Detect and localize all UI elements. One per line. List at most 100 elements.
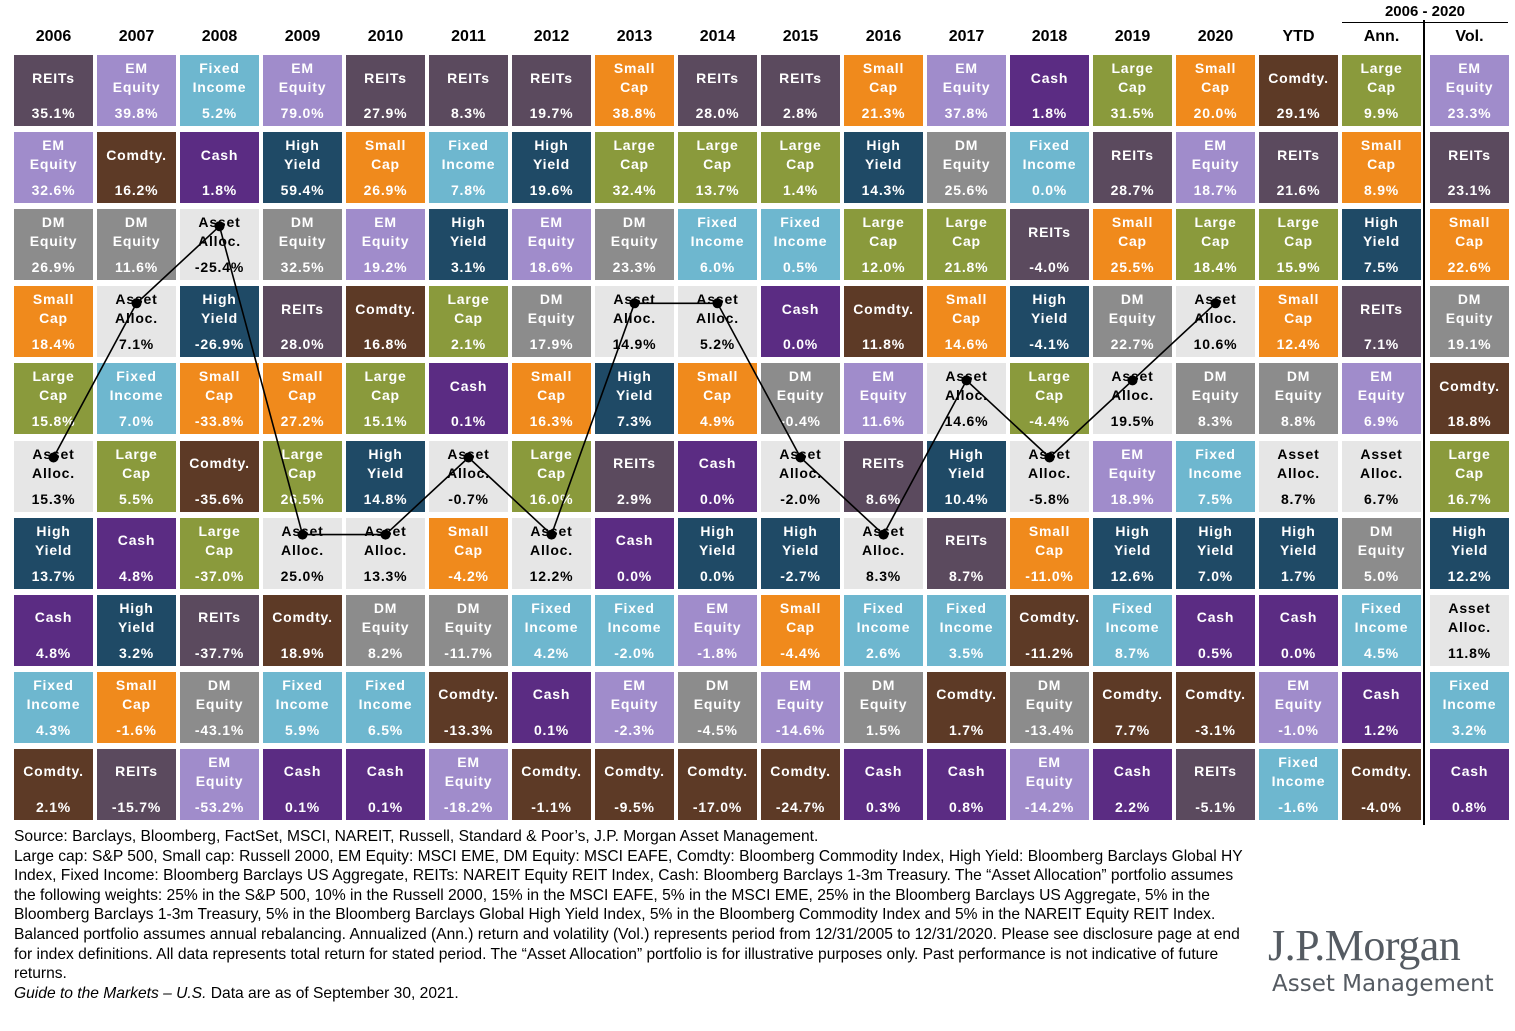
cell-2014-cash: Cash 0.0% [678, 440, 757, 512]
cell-asset-label: Comdty. [604, 763, 665, 780]
cell-return-value: 3.2% [1451, 721, 1488, 738]
guide-title: Guide to the Markets – U.S. [14, 984, 207, 1002]
cell-2015-cash: Cash 0.0% [761, 286, 840, 358]
cell-2011-large-cap: Large Cap 2.1% [429, 286, 508, 358]
cell-YTD-asset-alloc: Asset Alloc. 8.7% [1259, 440, 1338, 512]
cell-2019-em-equity: EM Equity 18.9% [1093, 440, 1172, 512]
cell-2008-dm-equity: DM Equity -43.1% [180, 671, 259, 743]
footnote-body: Large cap: S&P 500, Small cap: Russell 2… [14, 847, 1243, 983]
cell-2020-reits: REITs -5.1% [1176, 748, 1255, 820]
cell-2017-comdty: Comdty. 1.7% [927, 671, 1006, 743]
cell-asset-label: REITs [1194, 763, 1237, 780]
cell-return-value: 4.5% [1363, 644, 1400, 661]
cell-return-value: 6.0% [699, 259, 736, 276]
cell-2020-high-yield: High Yield 7.0% [1176, 517, 1255, 589]
cell-asset-label: Asset Alloc. [447, 445, 490, 481]
cell-2020-large-cap: Large Cap 18.4% [1176, 209, 1255, 281]
cell-asset-label: Comdty. [770, 763, 831, 780]
cell-return-value: 38.8% [612, 105, 657, 121]
cell-return-value: 7.3% [616, 413, 653, 430]
cell-asset-label: Comdty. [687, 763, 748, 780]
cell-2017-dm-equity: DM Equity 25.6% [927, 132, 1006, 204]
cell-return-value: 5.0% [1363, 567, 1400, 584]
cell-return-value: 18.7% [1193, 182, 1238, 199]
cell-2013-cash: Cash 0.0% [595, 517, 674, 589]
cell-asset-label: Comdty. [1439, 377, 1500, 394]
cell-return-value: 32.5% [280, 259, 325, 276]
cell-return-value: 26.9% [363, 182, 408, 199]
footnote: Source: Barclays, Bloomberg, FactSet, MS… [14, 827, 1244, 1003]
cell-asset-label: Fixed Income [856, 599, 911, 635]
cell-return-value: 1.8% [201, 182, 238, 199]
cell-return-value: 22.6% [1447, 259, 1492, 276]
cell-asset-label: Large Cap [1360, 60, 1403, 95]
cell-asset-label: Small Cap [198, 368, 241, 404]
cell-YTD-cash: Cash 0.0% [1259, 594, 1338, 666]
vol-cell-fixed-income: Fixed Income 3.2% [1430, 671, 1509, 743]
cell-2016-em-equity: EM Equity 11.6% [844, 363, 923, 435]
cell-asset-label: High Yield [782, 522, 819, 558]
cell-asset-label: Cash [864, 763, 903, 780]
cell-return-value: 0.0% [782, 336, 819, 353]
cell-asset-label: Large Cap [281, 445, 324, 481]
cell-asset-label: Small Cap [1360, 137, 1403, 173]
cell-2017-reits: REITs 8.7% [927, 517, 1006, 589]
cell-return-value: -15.7% [111, 798, 162, 815]
cell-asset-label: Asset Alloc. [1360, 445, 1403, 481]
cell-2019-comdty: Comdty. 7.7% [1093, 671, 1172, 743]
cell-2019-dm-equity: DM Equity 22.7% [1093, 286, 1172, 358]
cell-asset-label: Cash [117, 532, 156, 549]
cell-asset-label: High Yield [1031, 291, 1068, 327]
cell-return-value: 28.0% [280, 336, 325, 353]
cell-asset-label: Asset Alloc. [1028, 445, 1071, 481]
cell-asset-label: High Yield [948, 445, 985, 481]
year-header-2011: 2011 [451, 28, 486, 45]
cell-2009-large-cap: Large Cap 26.5% [263, 440, 342, 512]
cell-return-value: -1.6% [116, 721, 157, 738]
cell-2009-fixed-income: Fixed Income 5.9% [263, 671, 342, 743]
cell-asset-label: Cash [947, 763, 986, 780]
cell-return-value: -4.2% [448, 567, 489, 584]
cell-return-value: -11.0% [1025, 567, 1074, 584]
cell-return-value: 0.1% [367, 798, 404, 815]
cell-2014-large-cap: Large Cap 13.7% [678, 132, 757, 204]
cell-asset-label: Small Cap [696, 368, 739, 404]
ann-cell-dm-equity: DM Equity 5.0% [1342, 517, 1421, 589]
cell-return-value: 15.9% [1276, 259, 1321, 276]
cell-asset-label: Small Cap [945, 291, 988, 327]
cell-return-value: 2.2% [1114, 798, 1151, 815]
cell-2020-dm-equity: DM Equity 8.3% [1176, 363, 1255, 435]
cell-asset-label: High Yield [1451, 522, 1488, 558]
cell-asset-label: Asset Alloc. [115, 291, 158, 327]
cell-asset-label: EM Equity [444, 753, 493, 789]
cell-YTD-small-cap: Small Cap 12.4% [1259, 286, 1338, 358]
cell-return-value: 7.7% [1114, 721, 1151, 738]
cell-asset-label: EM Equity [361, 214, 410, 250]
cell-2015-asset-alloc: Asset Alloc. -2.0% [761, 440, 840, 512]
cell-asset-label: Fixed Income [275, 676, 330, 712]
cell-2014-small-cap: Small Cap 4.9% [678, 363, 757, 435]
cell-asset-label: Asset Alloc. [198, 214, 241, 250]
jpmorgan-logo: J.P.Morgan Asset Management [1268, 922, 1508, 998]
cell-return-value: 1.8% [1031, 105, 1068, 121]
cell-return-value: 17.9% [529, 336, 574, 353]
cell-2016-fixed-income: Fixed Income 2.6% [844, 594, 923, 666]
cell-return-value: 1.7% [1280, 567, 1317, 584]
cell-return-value: 28.0% [695, 105, 740, 121]
cell-return-value: 7.5% [1197, 490, 1234, 507]
cell-2016-dm-equity: DM Equity 1.5% [844, 671, 923, 743]
cell-return-value: 18.6% [529, 259, 574, 276]
cell-asset-label: Fixed Income [773, 214, 828, 250]
cell-return-value: -2.0% [780, 490, 821, 507]
cell-2013-large-cap: Large Cap 32.4% [595, 132, 674, 204]
cell-asset-label: EM Equity [859, 368, 908, 404]
cell-2014-high-yield: High Yield 0.0% [678, 517, 757, 589]
cell-asset-label: REITs [613, 455, 656, 471]
cell-asset-label: High Yield [1114, 522, 1151, 558]
cell-asset-label: EM Equity [1191, 137, 1240, 173]
cell-return-value: -0.4% [780, 413, 821, 430]
cell-2012-fixed-income: Fixed Income 4.2% [512, 594, 591, 666]
cell-asset-label: EM Equity [112, 60, 161, 95]
cell-asset-label: Asset Alloc. [862, 522, 905, 558]
cell-return-value: 9.9% [1363, 105, 1400, 121]
